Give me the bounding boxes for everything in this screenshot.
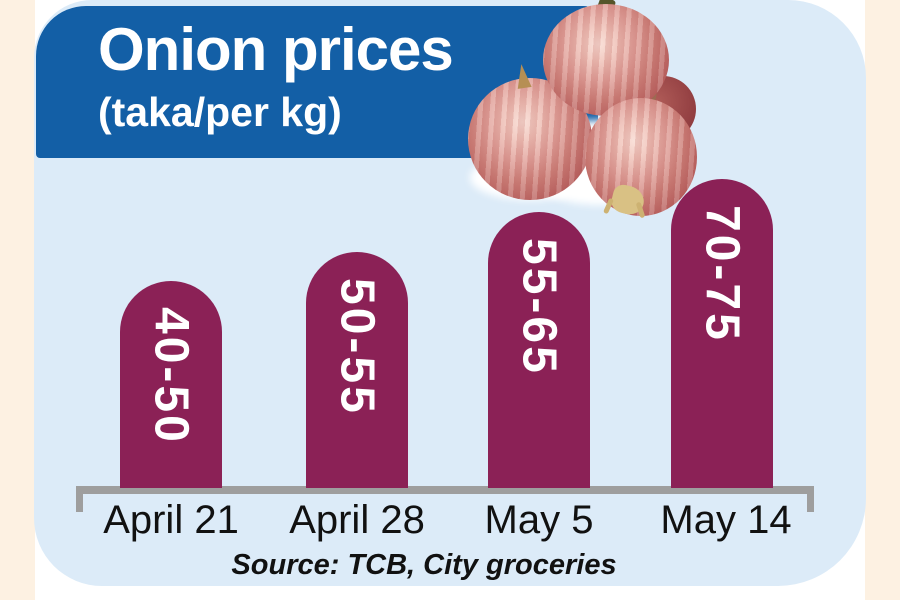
- page-edge-stripe-left: [0, 0, 35, 600]
- bar-value-label: 70-75: [695, 205, 749, 343]
- page-subtitle: (taka/per kg): [98, 88, 342, 135]
- bar-value-label: 40-50: [144, 307, 198, 445]
- source-note: Source: TCB, City groceries: [231, 549, 617, 581]
- bar-may-14: 70-75: [671, 179, 773, 488]
- onion: [543, 4, 669, 116]
- x-axis-label: April 21: [103, 498, 239, 542]
- x-axis-line: [76, 486, 814, 512]
- bar-value-label: 50-55: [330, 278, 384, 416]
- bar-april-28: 50-55: [306, 252, 408, 488]
- x-axis-label: May 5: [484, 498, 594, 542]
- bar-value-label: 55-65: [512, 238, 566, 376]
- x-axis-label: April 28: [289, 498, 425, 542]
- page-title: Onion prices: [98, 16, 454, 83]
- bar-april-21: 40-50: [120, 281, 222, 488]
- page-edge-stripe-right: [865, 0, 900, 600]
- onions-photo: [440, 0, 770, 240]
- x-axis-label: May 14: [660, 498, 792, 542]
- onion-sprout: [514, 63, 532, 89]
- bar-may-5: 55-65: [488, 212, 590, 488]
